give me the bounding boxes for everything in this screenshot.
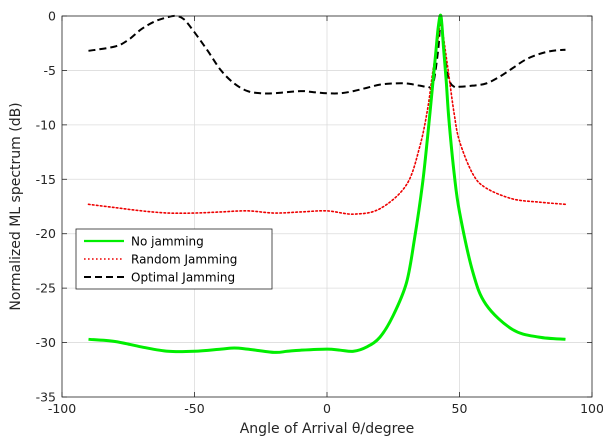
y-tick-label: 0 [48,9,56,24]
y-tick-label: -20 [36,226,56,241]
series-line-no-jamming [88,13,566,354]
x-axis-label: Angle of Arrival θ/degree [240,421,415,437]
series-line-random-jamming [87,15,567,215]
y-tick-label: -15 [36,172,56,187]
legend-label-optimal-jamming: Optimal Jamming [131,271,235,285]
y-tick-label: -10 [36,117,56,132]
legend-label-random-jamming: Random Jamming [131,253,237,267]
legend: No jamming Random Jamming Optimal Jamming [75,228,273,290]
x-tick-label: 100 [580,401,603,416]
y-tick-label: -5 [44,63,56,78]
y-axis-label: Normalized ML spectrum (dB) [8,102,24,310]
y-tick-label: -35 [36,390,56,405]
x-tick-label: -50 [184,401,204,416]
x-tick-label: -100 [48,401,76,416]
y-tick-label: -25 [36,281,56,296]
ticks: -100 -50 0 50 100-35-30-25-20-15-10-50 [36,9,603,417]
x-tick-label: 0 [323,401,331,416]
legend-label-no-jamming: No jamming [131,235,204,249]
y-tick-label: -30 [36,335,56,350]
x-tick-label: 50 [452,401,468,416]
series-layer [87,13,567,354]
series-line-optimal-jamming [88,14,566,95]
